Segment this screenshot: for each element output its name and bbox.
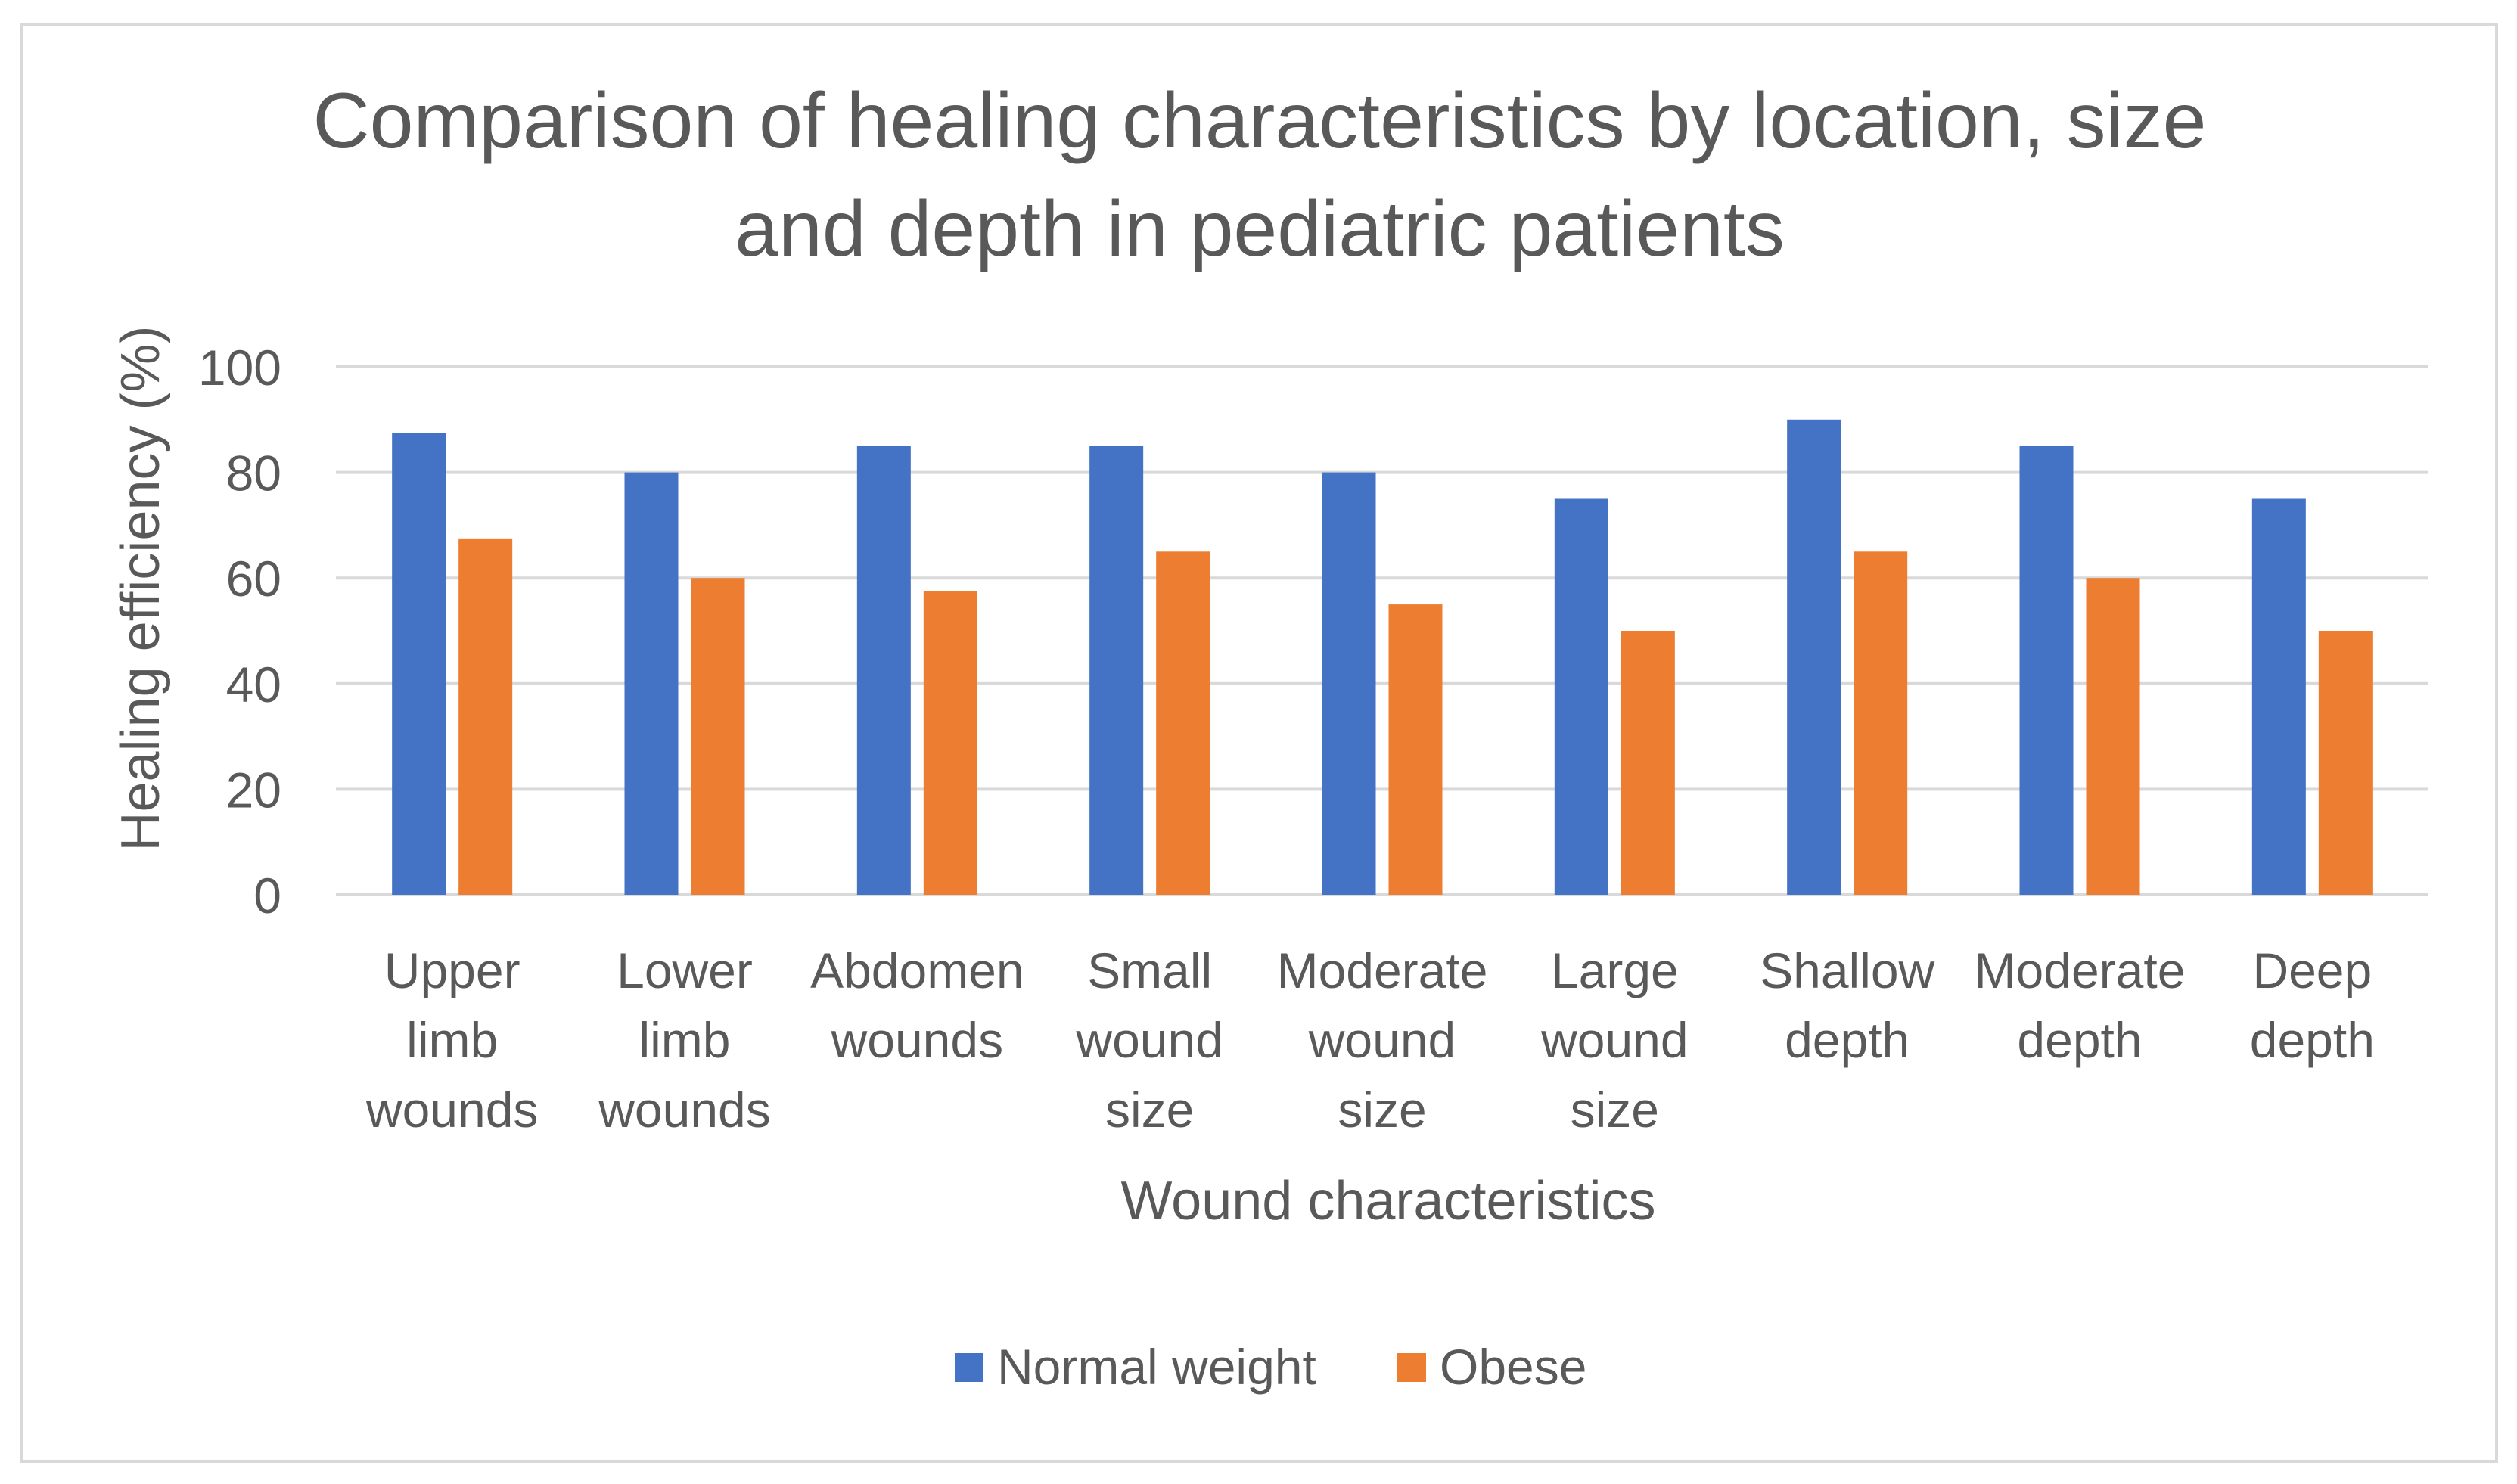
y-tick-label: 80: [226, 446, 281, 501]
x-tick-label: Small wound size: [1075, 942, 1223, 1138]
x-axis-ticks: Upper limb wounds Lower limb wounds Abdomen wou…: [365, 942, 2375, 1138]
y-tick-label: 20: [226, 762, 281, 818]
x-tick-label: Lower limb wounds: [598, 942, 771, 1138]
x-tick-label: Shallow depth: [1760, 942, 1934, 1068]
bar-obese: [1156, 551, 1210, 895]
bar-normal-weight: [1322, 472, 1376, 895]
y-tick-label: 0: [253, 868, 281, 924]
x-tick-label: Abdomen wounds: [810, 942, 1024, 1068]
bar-normal-weight: [392, 433, 446, 895]
y-tick-label: 100: [198, 340, 281, 396]
bar-normal-weight: [1787, 419, 1841, 895]
legend-swatch-obese: [1397, 1353, 1426, 1382]
legend-label-normal-weight: Normal weight: [997, 1339, 1316, 1395]
bar-obese: [1388, 604, 1443, 895]
bar-normal-weight: [1554, 498, 1608, 895]
chart-title-line-2: and depth in pediatric patients: [735, 185, 1785, 273]
bar-normal-weight: [856, 446, 911, 895]
bar-obese: [458, 538, 513, 895]
y-tick-label: 60: [226, 551, 281, 607]
gridlines: [336, 365, 2428, 896]
y-axis-title: Healing efficiency (%): [110, 326, 171, 852]
legend-swatch-normal-weight: [955, 1353, 983, 1382]
legend: Normal weight Obese: [955, 1339, 1586, 1395]
bar-obese: [691, 578, 745, 895]
bar-normal-weight: [624, 472, 679, 895]
bar-normal-weight: [1089, 446, 1144, 895]
bar-obese: [2318, 631, 2373, 895]
bar-obese: [923, 591, 977, 895]
bars: [392, 419, 2373, 895]
x-tick-label: Moderate depth: [1975, 942, 2186, 1068]
x-axis-title: Wound characteristics: [1121, 1171, 1656, 1231]
x-tick-label: Deep depth: [2250, 942, 2375, 1068]
bar-obese: [1621, 631, 1675, 895]
chart-title-line-1: Comparison of healing characteristics by…: [313, 77, 2207, 165]
bar-obese: [1854, 551, 1908, 895]
bar-normal-weight: [2251, 498, 2306, 895]
legend-label-obese: Obese: [1440, 1339, 1586, 1395]
x-tick-label: Large wound size: [1540, 942, 1689, 1138]
x-tick-label: Upper limb wounds: [365, 942, 539, 1138]
bar-normal-weight: [2019, 446, 2074, 895]
bar-obese: [2086, 578, 2140, 895]
y-tick-label: 40: [226, 657, 281, 713]
x-tick-label: Moderate wound size: [1277, 942, 1488, 1138]
y-axis-ticks: 0 20 40 60 80 100: [198, 340, 281, 924]
